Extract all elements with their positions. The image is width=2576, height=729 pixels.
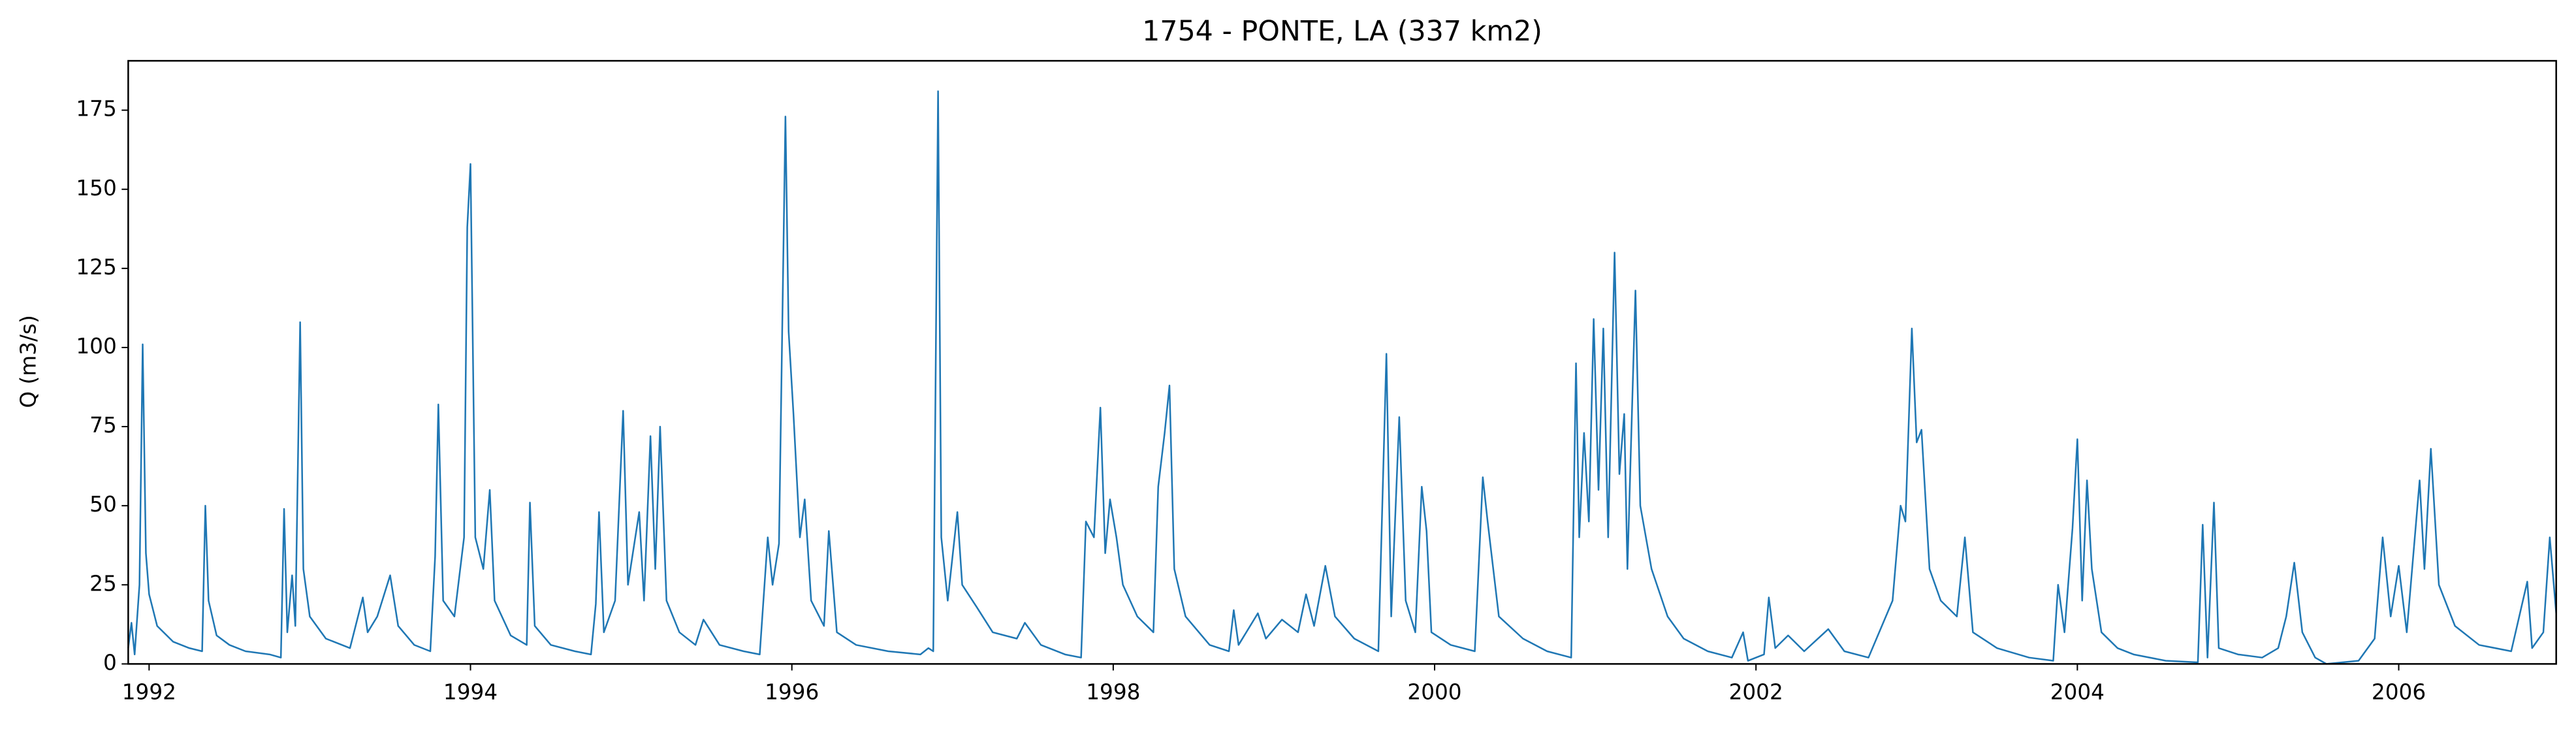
x-tick-label: 1992 <box>122 680 176 705</box>
x-tick-label: 1998 <box>1086 680 1140 705</box>
x-tick-label: 2002 <box>1729 680 1783 705</box>
x-tick-label: 1996 <box>765 680 819 705</box>
y-tick-label: 50 <box>89 492 117 517</box>
x-tick-label: 2004 <box>2050 680 2105 705</box>
y-tick-label: 175 <box>76 97 116 122</box>
y-tick-label: 75 <box>89 413 117 438</box>
x-tick-label: 2000 <box>1407 680 1461 705</box>
x-tick-label: 2006 <box>2372 680 2426 705</box>
plot-frame <box>127 59 2557 665</box>
y-tick-label: 0 <box>103 650 117 675</box>
y-tick-label: 125 <box>76 255 116 280</box>
y-axis-label: Q (m3/s) <box>16 315 40 408</box>
y-tick-label: 100 <box>76 334 116 359</box>
x-tick-label: 1994 <box>443 680 498 705</box>
chart-title: 1754 - PONTE, LA (337 km2) <box>1142 15 1542 48</box>
y-tick-label: 150 <box>76 176 116 201</box>
y-tick-label: 25 <box>89 571 117 596</box>
flow-line <box>127 90 2557 665</box>
